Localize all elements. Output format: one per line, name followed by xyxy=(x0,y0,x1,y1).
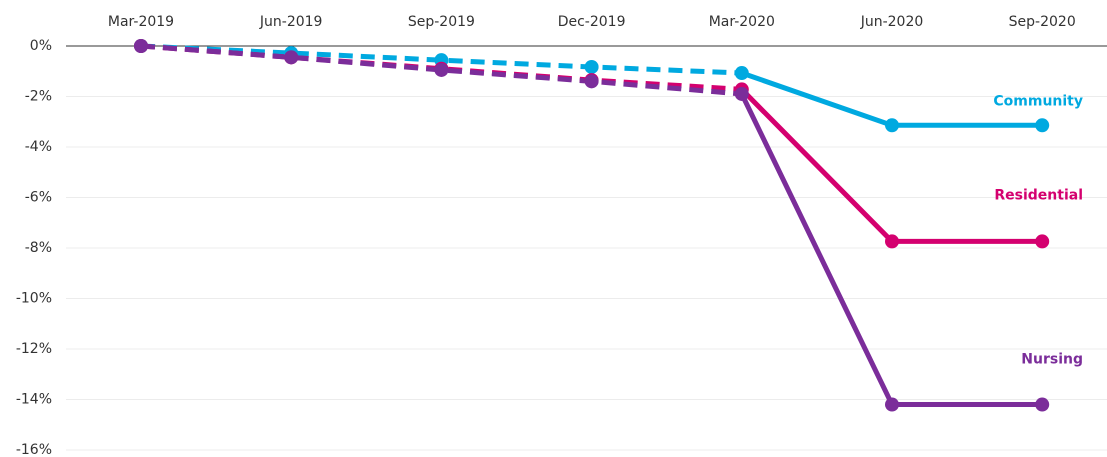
x-tick-label: Mar-2019 xyxy=(108,14,174,30)
series-label: Residential xyxy=(994,187,1083,203)
y-tick-label: -6% xyxy=(25,190,52,206)
dashed-line xyxy=(140,43,743,97)
line xyxy=(740,87,1043,244)
point xyxy=(885,397,899,412)
y-tick-label: -10% xyxy=(16,291,52,307)
point xyxy=(1035,397,1050,412)
x-tick-label: Mar-2020 xyxy=(709,14,775,30)
point xyxy=(734,86,749,101)
point xyxy=(885,234,899,249)
x-tick-label: Sep-2019 xyxy=(408,14,475,30)
dashed-line xyxy=(140,43,742,76)
line xyxy=(739,92,1043,408)
point xyxy=(134,39,148,53)
x-tick-label: Jun-2019 xyxy=(259,14,323,30)
y-tick-label: -4% xyxy=(25,139,52,155)
point xyxy=(1035,118,1050,133)
y-tick-label: -16% xyxy=(16,442,52,457)
point xyxy=(284,50,299,65)
y-tick-label: -8% xyxy=(25,240,52,256)
y-tick-label: -2% xyxy=(25,89,52,105)
x-tick-label: Dec-2019 xyxy=(558,14,626,30)
y-tick-label: 0% xyxy=(30,38,52,54)
point xyxy=(885,118,899,133)
x-tick-label: Jun-2020 xyxy=(860,14,924,30)
y-tick-label: -14% xyxy=(16,392,52,408)
point xyxy=(734,66,749,81)
series-label: Community xyxy=(993,93,1083,109)
point xyxy=(434,62,449,77)
y-tick-label: -12% xyxy=(16,341,52,357)
point xyxy=(584,59,599,74)
point xyxy=(1035,234,1050,249)
x-tick-label: Sep-2020 xyxy=(1009,14,1076,30)
point xyxy=(584,74,599,89)
series-label: Nursing xyxy=(1021,352,1083,368)
